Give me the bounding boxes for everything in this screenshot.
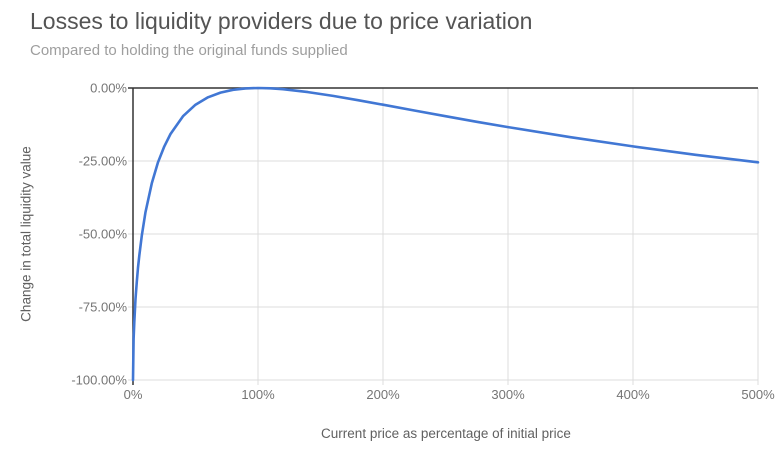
x-tick-label: 400% [616, 387, 650, 402]
y-tick-label: -50.00% [78, 226, 127, 242]
chart-subtitle: Compared to holding the original funds s… [30, 42, 348, 59]
x-tick-label: 500% [741, 387, 775, 402]
chart-title: Losses to liquidity providers due to pri… [30, 8, 533, 34]
x-tick-label: 0% [123, 387, 143, 402]
y-tick-label: -75.00% [78, 299, 127, 315]
x-tick-label: 300% [491, 387, 525, 402]
loss-curve-line [131, 86, 760, 382]
y-tick-label: -100.00% [71, 372, 127, 388]
x-tick-label: 200% [366, 387, 400, 402]
y-axis-title: Change in total liquidity value [18, 146, 34, 322]
x-axis-title: Current price as percentage of initial p… [321, 426, 571, 441]
y-tick-label: -25.00% [78, 153, 127, 169]
y-tick-label: 0.00% [90, 80, 127, 96]
x-tick-label: 100% [241, 387, 275, 402]
